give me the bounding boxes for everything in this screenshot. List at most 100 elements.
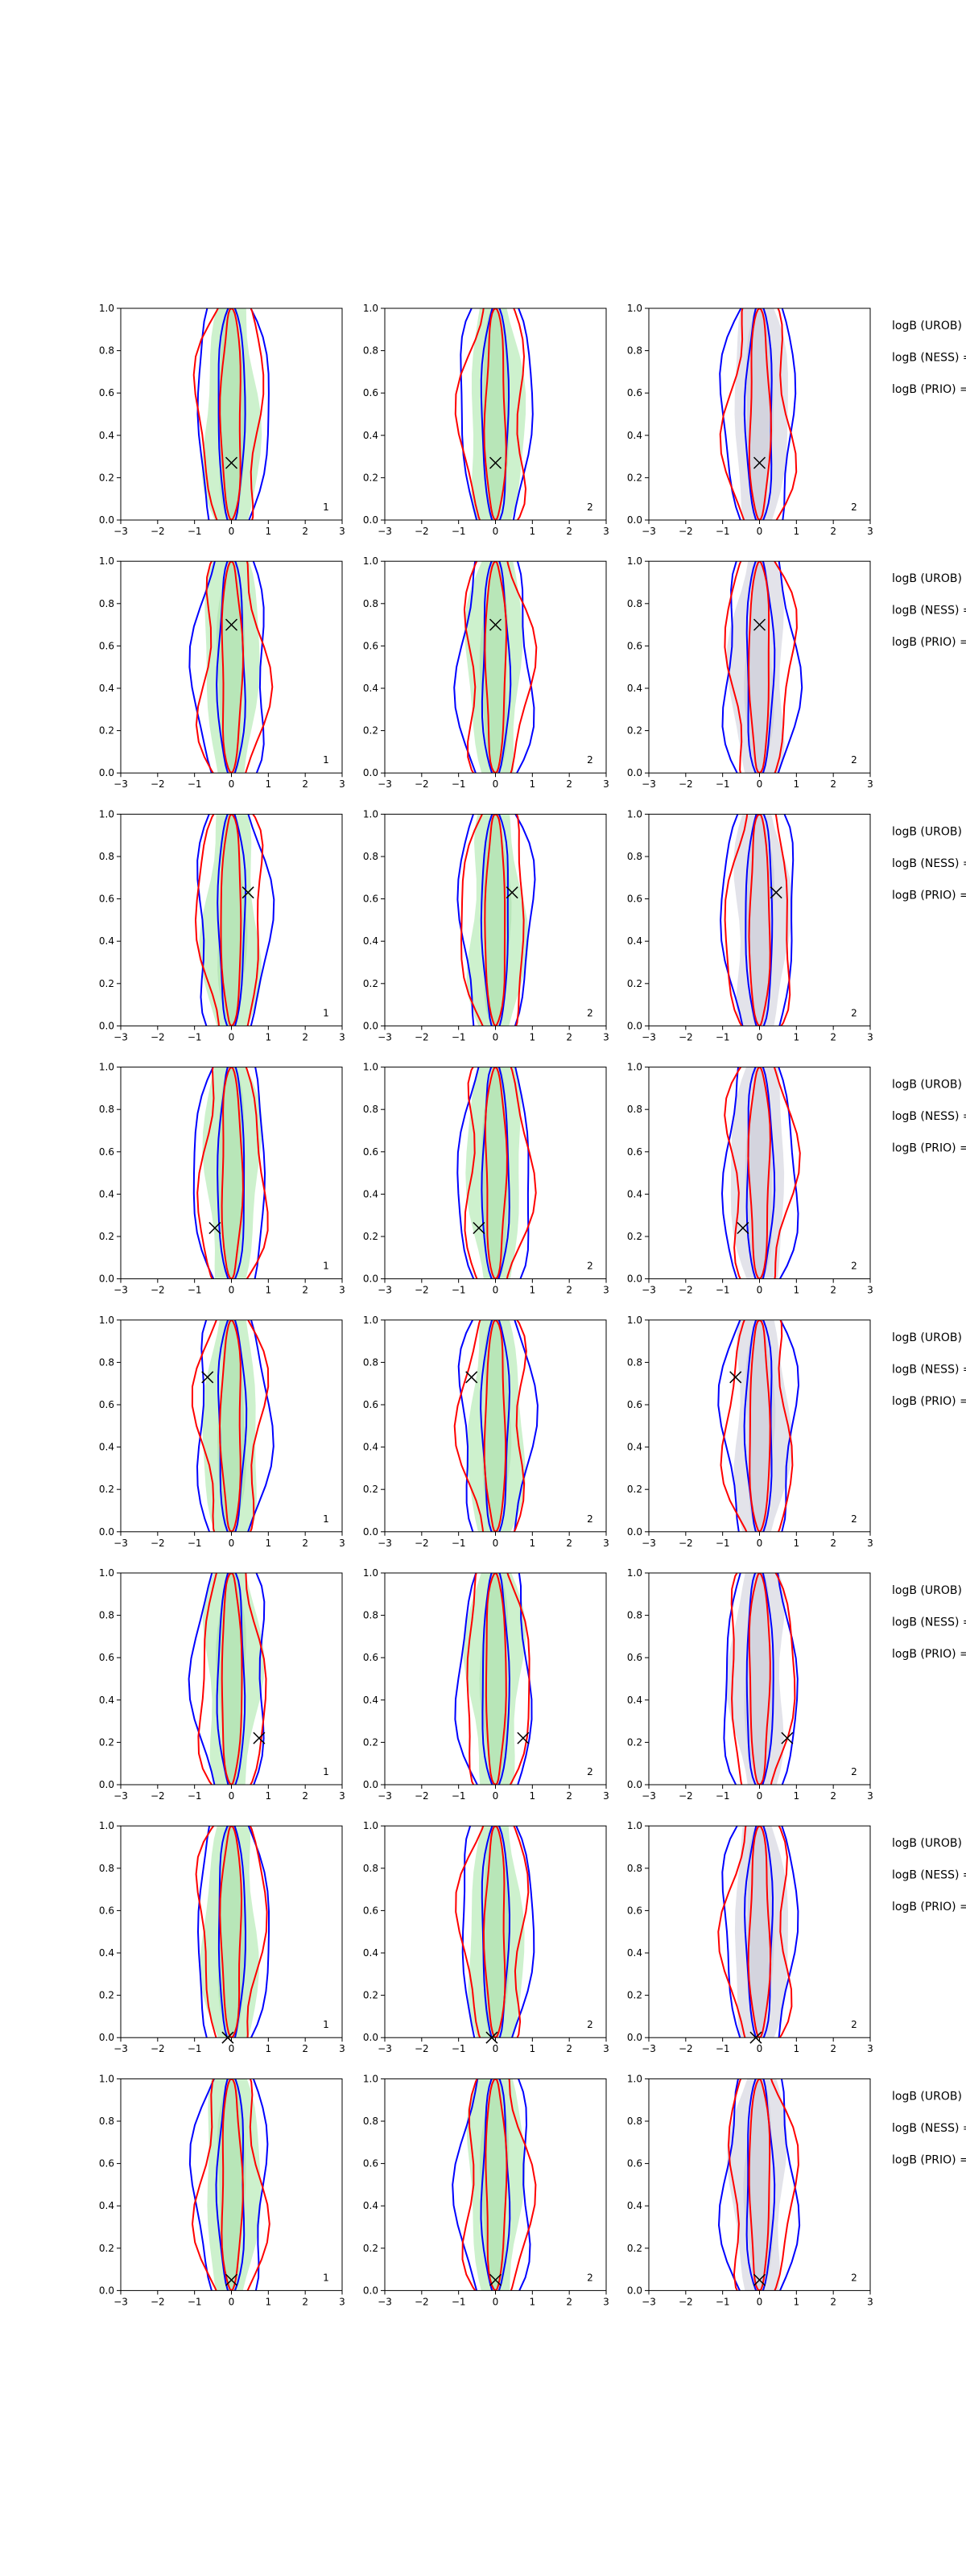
blue-contour-outer xyxy=(453,561,535,774)
panel-number: 1 xyxy=(323,2019,329,2030)
x-tick-label: −2 xyxy=(415,1285,429,1296)
red-contour-inner xyxy=(483,1319,507,1532)
x-tick-label: 1 xyxy=(530,1790,536,1802)
y-tick-label: 0.8 xyxy=(99,1610,114,1621)
x-tick-label: −2 xyxy=(679,1285,693,1296)
panel-number: 2 xyxy=(851,2019,857,2030)
y-tick-label: 0.8 xyxy=(627,851,642,862)
x-tick-label: 0 xyxy=(757,2043,763,2054)
x-tick-label: 2 xyxy=(830,526,836,537)
y-tick-label: 1.0 xyxy=(363,1567,378,1579)
y-tick-label: 0.6 xyxy=(363,1905,378,1916)
x-tick-label: 1 xyxy=(794,526,800,537)
x-tick-label: −2 xyxy=(679,1538,693,1549)
x-tick-label: 0 xyxy=(757,2296,763,2307)
blue-contour-outer xyxy=(188,1573,266,1785)
red-contour-inner xyxy=(484,561,508,774)
truth-marker xyxy=(729,1371,742,1384)
x-tick-label: 3 xyxy=(867,1790,873,1802)
x-tick-label: −3 xyxy=(378,2296,392,2307)
x-tick-label: 1 xyxy=(794,2043,800,2054)
x-tick-label: 0 xyxy=(757,778,763,790)
y-tick-label: 0.2 xyxy=(627,1231,642,1242)
x-tick-label: −3 xyxy=(642,526,656,537)
x-tick-label: 3 xyxy=(339,1031,345,1042)
panel-r6-c1: −3 −2 −1 0 1 2 3 0.0 0.2 0.4 0.6 0.8 1.0 1 xyxy=(99,1567,345,1802)
panel-r7-c1: −3 −2 −1 0 1 2 3 0.0 0.2 0.4 0.6 0.8 1.0 1 xyxy=(99,1820,345,2054)
marker-stroke-b xyxy=(225,456,238,469)
y-tick-label: 0.2 xyxy=(99,725,114,737)
truth-marker xyxy=(506,886,518,899)
x-tick-label: −3 xyxy=(114,2296,128,2307)
truth-marker xyxy=(225,456,238,469)
red-contour-outer xyxy=(194,814,264,1026)
panel-number: 2 xyxy=(851,754,857,766)
x-tick-label: −1 xyxy=(452,1285,466,1296)
blue-contour-inner xyxy=(217,308,246,520)
blue-contour-outer xyxy=(461,1826,535,2038)
x-tick-label: −1 xyxy=(716,2043,730,2054)
y-tick-label: 0.6 xyxy=(363,2158,378,2169)
x-tick-label: 2 xyxy=(830,1285,836,1296)
blue-contour-outer xyxy=(456,1067,530,1279)
x-tick-label: −1 xyxy=(452,2043,466,2054)
y-tick-label: 0.2 xyxy=(363,472,378,483)
y-tick-label: 0.8 xyxy=(363,345,378,357)
y-tick-label: 0.6 xyxy=(363,1399,378,1410)
side-label: logB (UROB) = xyxy=(892,825,966,838)
red-contour-outer xyxy=(197,1573,267,1785)
x-tick-label: −2 xyxy=(679,778,693,790)
blue-contour-inner xyxy=(216,561,246,774)
x-tick-label: 0 xyxy=(493,1285,499,1296)
marker-stroke-b xyxy=(485,2031,498,2044)
x-tick-label: 1 xyxy=(266,1285,272,1296)
x-tick-label: 2 xyxy=(302,2043,308,2054)
y-tick-label: 0.8 xyxy=(99,598,114,609)
side-label: logB (NESS) = xyxy=(892,1363,966,1376)
blue-contour-inner xyxy=(481,1067,510,1279)
red-contour-outer xyxy=(717,1826,793,2038)
side-label: logB (UROB) = xyxy=(892,1079,966,1092)
x-tick-label: −2 xyxy=(151,1790,165,1802)
y-tick-label: 0.8 xyxy=(627,1104,642,1115)
x-tick-label: 3 xyxy=(867,1031,873,1042)
y-tick-label: 1.0 xyxy=(627,1062,642,1073)
y-tick-label: 0.0 xyxy=(363,2285,378,2296)
plot-area xyxy=(456,814,536,1026)
side-label: logB (UROB) = xyxy=(892,1331,966,1344)
x-tick-label: 2 xyxy=(830,778,836,790)
x-tick-label: −2 xyxy=(679,2296,693,2307)
y-tick-label: 0.0 xyxy=(627,2285,642,2296)
panel-number: 2 xyxy=(587,1513,593,1525)
y-tick-label: 1.0 xyxy=(627,1820,642,1831)
panel-r7-c2: −3 −2 −1 0 1 2 3 0.0 0.2 0.4 0.6 0.8 1.0 2 xyxy=(363,1820,609,2054)
y-tick-label: 0.2 xyxy=(99,1736,114,1748)
marker-stroke-b xyxy=(201,1371,214,1384)
side-label: logB (UROB) = xyxy=(892,1837,966,1850)
x-tick-label: −2 xyxy=(151,2296,165,2307)
x-tick-label: 0 xyxy=(757,526,763,537)
x-tick-label: −1 xyxy=(452,1031,466,1042)
marker-stroke-b xyxy=(253,1732,266,1744)
panel-number: 2 xyxy=(851,1513,857,1525)
marker-stroke-b xyxy=(753,456,766,469)
red-contour-outer xyxy=(720,1319,794,1532)
x-tick-label: 1 xyxy=(794,2296,800,2307)
x-tick-label: −2 xyxy=(679,1031,693,1042)
x-tick-label: −2 xyxy=(151,526,165,537)
y-tick-label: 0.0 xyxy=(99,2032,114,2043)
plot-area xyxy=(188,2079,270,2291)
y-tick-label: 0.0 xyxy=(627,1274,642,1285)
plot-area xyxy=(454,308,534,520)
y-tick-label: 0.0 xyxy=(363,1779,378,1790)
x-tick-label: 1 xyxy=(266,1538,272,1549)
blue-contour-outer xyxy=(717,1319,800,1532)
panel-number: 1 xyxy=(323,1261,329,1272)
x-tick-label: 0 xyxy=(229,1031,235,1042)
y-tick-label: 0.4 xyxy=(627,935,642,947)
y-tick-label: 0.4 xyxy=(363,1188,378,1199)
y-tick-label: 0.6 xyxy=(627,387,642,398)
x-tick-label: 0 xyxy=(229,2296,235,2307)
x-tick-label: −2 xyxy=(151,1031,165,1042)
truth-marker xyxy=(489,2273,502,2286)
